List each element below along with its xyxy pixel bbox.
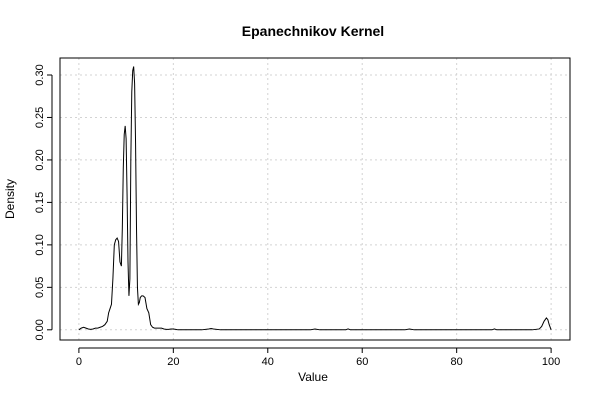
x-tick-label-5: 100 <box>542 356 560 368</box>
x-axis-label: Value <box>298 370 328 384</box>
y-tick-label-0: 0.00 <box>34 319 46 340</box>
density-series-line <box>78 66 552 331</box>
x-tick-label-3: 60 <box>356 356 368 368</box>
y-tick-label-2: 0.10 <box>34 234 46 255</box>
x-tick-label-1: 20 <box>167 356 179 368</box>
y-tick-label-3: 0.15 <box>34 192 46 213</box>
grid <box>60 58 570 340</box>
y-axis: 0.00 0.05 0.10 0.15 0.20 0.25 0.30 <box>34 64 53 341</box>
x-tick-label-2: 40 <box>262 356 274 368</box>
x-tick-label-0: 0 <box>76 356 82 368</box>
y-tick-label-1: 0.05 <box>34 277 46 298</box>
y-axis-label: Density <box>3 179 17 219</box>
y-tick-label-6: 0.30 <box>34 64 46 85</box>
y-tick-label-5: 0.25 <box>34 107 46 128</box>
y-tick-label-4: 0.20 <box>34 149 46 170</box>
x-axis: 0 20 40 60 80 100 <box>76 347 560 368</box>
chart-title: Epanechnikov Kernel <box>242 23 384 39</box>
plot-frame <box>59 57 571 341</box>
x-tick-label-4: 80 <box>451 356 463 368</box>
